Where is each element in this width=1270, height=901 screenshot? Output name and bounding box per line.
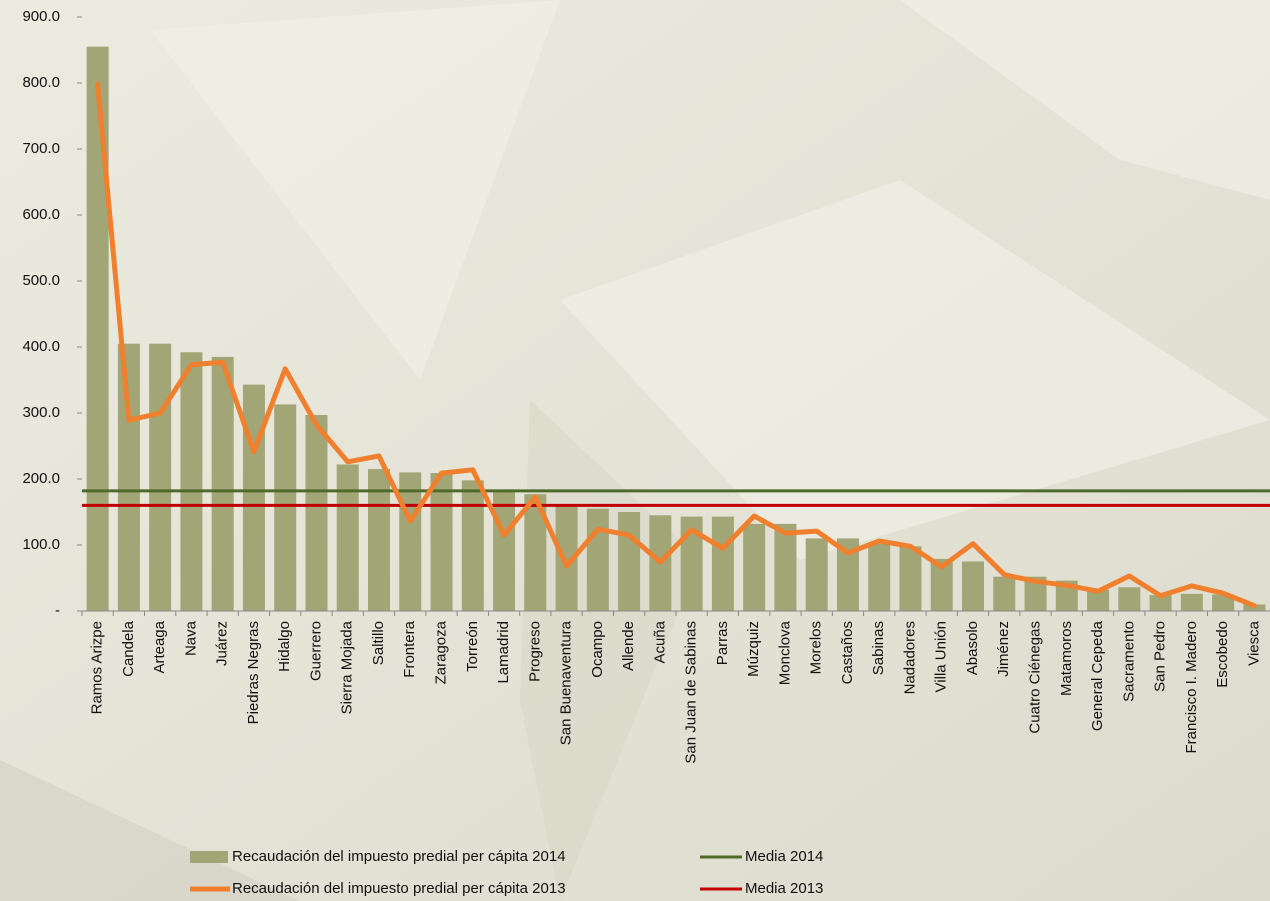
x-tick-label: Candela: [120, 620, 137, 677]
x-tick-label: Torreón: [464, 621, 481, 672]
x-tick-label: Sacramento: [1120, 621, 1137, 702]
x-tick-label: Parras: [714, 621, 731, 665]
bar: [180, 352, 203, 611]
x-tick-label: Acuña: [651, 620, 668, 663]
x-tick-label: Nava: [182, 620, 199, 656]
bg-shape: [0, 760, 300, 901]
bar: [1212, 594, 1235, 611]
y-tick-label: 400.0: [22, 338, 60, 355]
y-tick-label: 700.0: [22, 140, 60, 157]
x-tick-label: Juárez: [214, 621, 231, 666]
bar: [868, 543, 891, 611]
bar: [1149, 595, 1172, 611]
y-tick-label: 200.0: [22, 470, 60, 487]
bar: [993, 576, 1016, 611]
x-tick-label: Sierra Mojada: [339, 620, 356, 714]
x-tick-label: Castaños: [839, 621, 856, 684]
x-tick-label: San Pedro: [1152, 621, 1169, 692]
legend-swatch: [190, 851, 228, 863]
bar: [1180, 593, 1203, 611]
bar: [836, 538, 859, 611]
bar: [586, 508, 609, 611]
x-tick-label: Cuatro Ciénegas: [1026, 621, 1043, 734]
x-tick-label: Ocampo: [589, 621, 606, 678]
x-tick-label: Piedras Negras: [245, 621, 262, 724]
x-tick-label: San Buenaventura: [558, 620, 575, 745]
bar: [555, 506, 578, 611]
y-tick-label: 900.0: [22, 8, 60, 25]
bar: [1118, 587, 1141, 611]
bar: [274, 404, 297, 611]
legend-label: Recaudación del impuesto predial per cáp…: [232, 880, 566, 897]
x-tick-label: Hidalgo: [276, 621, 293, 672]
bg-shape: [150, 0, 560, 380]
bar: [305, 414, 328, 611]
legend-label: Media 2013: [745, 880, 823, 897]
x-tick-label: Abasolo: [964, 621, 981, 675]
bar: [399, 472, 422, 611]
bg-shape: [560, 180, 1270, 560]
line: [95, 81, 1257, 609]
bg-shape: [900, 0, 1270, 200]
bar: [774, 523, 797, 611]
legend-label: Media 2014: [745, 848, 823, 865]
x-tick-label: Lamadrid: [495, 621, 512, 684]
bar: [493, 490, 516, 611]
x-tick-label: General Cepeda: [1089, 620, 1106, 731]
y-tick-label: 800.0: [22, 74, 60, 91]
x-tick-label: Progreso: [526, 621, 543, 682]
x-tick-label: Viesca: [1245, 620, 1262, 665]
y-tick-label: 100.0: [22, 536, 60, 553]
x-tick-label: Jiménez: [995, 621, 1012, 677]
x-tick-label: San Juan de Sabinas: [683, 621, 700, 764]
y-tick-label: 300.0: [22, 404, 60, 421]
x-tick-label: Arteaga: [151, 620, 168, 673]
x-tick-label: Escobedo: [1214, 621, 1231, 688]
y-tick-label: -: [55, 602, 60, 619]
x-tick-label: Sabinas: [870, 621, 887, 675]
bar: [1087, 589, 1110, 611]
y-tick-label: 500.0: [22, 272, 60, 289]
bar: [242, 384, 265, 611]
x-tick-label: Múzquiz: [745, 621, 762, 677]
x-tick-label: Nadadores: [901, 621, 918, 694]
x-tick-label: Villa Unión: [933, 621, 950, 692]
x-tick-label: Francisco I. Madero: [1183, 621, 1200, 754]
x-tick-label: Matamoros: [1058, 621, 1075, 696]
bar: [430, 473, 453, 611]
bar: [805, 538, 828, 611]
bar: [618, 512, 641, 611]
bar: [899, 546, 922, 611]
x-tick-label: Zaragoza: [432, 620, 449, 684]
bar: [461, 480, 484, 611]
bar: [336, 464, 359, 611]
y-tick-label: 600.0: [22, 206, 60, 223]
legend-label: Recaudación del impuesto predial per cáp…: [232, 848, 566, 865]
x-tick-label: Frontera: [401, 620, 418, 677]
x-tick-label: Morelos: [808, 621, 825, 674]
bar: [743, 523, 766, 611]
bar: [930, 558, 953, 611]
bar: [711, 516, 734, 611]
bar: [680, 516, 703, 611]
bar: [149, 343, 172, 611]
x-tick-label: Allende: [620, 621, 637, 671]
x-tick-label: Saltillo: [370, 621, 387, 665]
x-tick-label: Ramos Arizpe: [89, 621, 106, 714]
x-tick-label: Monclova: [776, 620, 793, 685]
bar: [524, 494, 547, 611]
bar: [117, 343, 140, 611]
bar: [86, 46, 109, 611]
bar: [962, 561, 984, 611]
bar: [1024, 576, 1047, 611]
x-tick-label: Guerrero: [307, 621, 324, 681]
bar: [211, 356, 234, 611]
